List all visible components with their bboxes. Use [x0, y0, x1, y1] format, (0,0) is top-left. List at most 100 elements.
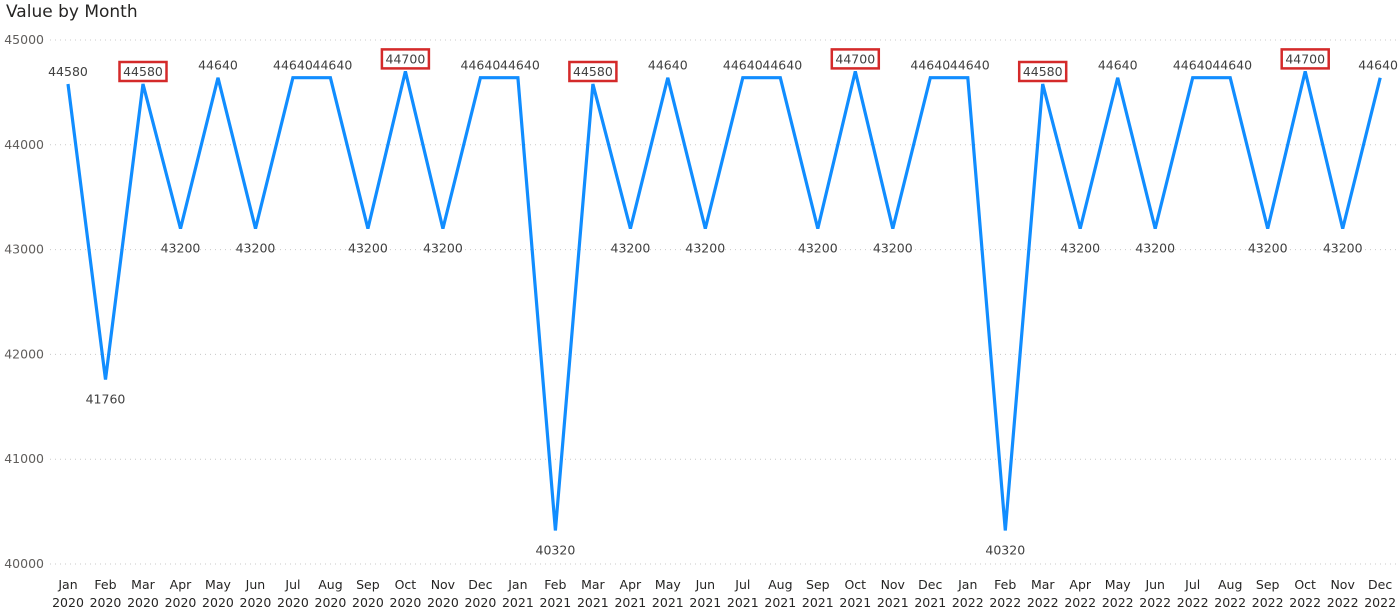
highlight-boxes: [118, 48, 1330, 83]
x-tick-month: Jun: [245, 577, 266, 592]
x-tick-month: Apr: [1069, 577, 1091, 592]
data-label: 44580: [48, 64, 88, 79]
x-tick-month: Jul: [1184, 577, 1200, 592]
x-tick-year: 2020: [352, 595, 384, 610]
x-tick-month: Oct: [1294, 577, 1316, 592]
data-label: 43200: [1323, 241, 1363, 256]
highlight-box: [830, 48, 881, 70]
x-tick-month: Jan: [57, 577, 77, 592]
x-tick-month: Mar: [1031, 577, 1055, 592]
x-tick-month: Feb: [994, 577, 1016, 592]
data-label: 43200: [1060, 241, 1100, 256]
x-tick-year: 2020: [90, 595, 122, 610]
x-tick-year: 2022: [1252, 595, 1284, 610]
data-label: 43200: [236, 241, 276, 256]
x-tick-month: Dec: [468, 577, 492, 592]
x-tick-month: Feb: [94, 577, 116, 592]
x-tick-year: 2020: [390, 595, 422, 610]
data-label: 43200: [611, 241, 651, 256]
data-label: 40320: [985, 543, 1025, 558]
x-tick-month: Sep: [356, 577, 380, 592]
x-tick-month: Aug: [1218, 577, 1242, 592]
data-label: 43200: [685, 241, 725, 256]
x-tick-month: May: [1105, 577, 1131, 592]
x-tick-month: Feb: [544, 577, 566, 592]
x-tick-month: May: [205, 577, 231, 592]
x-tick-year: 2022: [1102, 595, 1134, 610]
x-tick-month: Nov: [1330, 577, 1355, 592]
x-tick-year: 2021: [877, 595, 909, 610]
x-tick-month: Oct: [395, 577, 417, 592]
x-tick-month: May: [655, 577, 681, 592]
x-tick-year: 2022: [1289, 595, 1321, 610]
x-axis: Jan 2020 Feb 2020 Mar 2020 Apr 2020 May 2020 Jun 20…: [52, 577, 1396, 610]
x-tick-month: Jul: [284, 577, 300, 592]
x-tick-year: 2020: [427, 595, 459, 610]
data-label: 44640: [1212, 58, 1252, 73]
highlight-box: [568, 60, 618, 83]
highlight-box: [1017, 60, 1068, 83]
x-tick-year: 2020: [202, 595, 234, 610]
x-tick-year: 2020: [240, 595, 272, 610]
x-tick-month: Sep: [1256, 577, 1280, 592]
data-label: 44640: [950, 58, 990, 73]
x-tick-month: Dec: [1368, 577, 1392, 592]
data-label: 44640: [648, 58, 688, 73]
gridlines: [50, 39, 1398, 565]
x-tick-month: Nov: [431, 577, 456, 592]
x-tick-month: Apr: [170, 577, 192, 592]
x-tick-month: Apr: [620, 577, 642, 592]
data-label: 43200: [348, 241, 388, 256]
x-tick-year: 2020: [165, 595, 197, 610]
x-tick-year: 2021: [614, 595, 646, 610]
data-label: 43200: [873, 241, 913, 256]
x-tick-year: 2021: [539, 595, 571, 610]
data-label: 44640: [198, 58, 238, 73]
highlight-box: [118, 60, 168, 83]
y-tick-label: 41000: [4, 451, 44, 466]
x-tick-year: 2021: [502, 595, 534, 610]
x-tick-year: 2021: [914, 595, 946, 610]
x-tick-month: Sep: [806, 577, 830, 592]
x-tick-year: 2020: [277, 595, 309, 610]
x-tick-month: Jul: [734, 577, 750, 592]
data-label: 44700: [386, 51, 426, 66]
series-line-group: [66, 71, 1382, 531]
x-tick-year: 2022: [1177, 595, 1209, 610]
y-tick-label: 43000: [4, 242, 44, 257]
x-tick-month: Jun: [1144, 577, 1165, 592]
x-tick-year: 2022: [1064, 595, 1096, 610]
x-tick-year: 2022: [1214, 595, 1246, 610]
x-tick-month: Aug: [768, 577, 792, 592]
x-tick-month: Mar: [131, 577, 155, 592]
x-tick-year: 2021: [727, 595, 759, 610]
x-tick-month: Mar: [581, 577, 605, 592]
y-axis: 40000 41000 42000 43000 44000 45000: [4, 32, 44, 571]
x-tick-year: 2021: [802, 595, 834, 610]
data-label: 44700: [835, 51, 875, 66]
highlight-box: [1280, 48, 1330, 70]
x-tick-year: 2022: [989, 595, 1021, 610]
y-tick-label: 44000: [4, 137, 44, 152]
y-tick-label: 42000: [4, 346, 44, 361]
data-label: 43200: [1248, 241, 1288, 256]
x-tick-year: 2022: [1139, 595, 1171, 610]
data-label: 43200: [161, 241, 201, 256]
x-tick-month: Jun: [695, 577, 716, 592]
data-label: 44580: [1023, 64, 1063, 79]
x-tick-year: 2020: [464, 595, 496, 610]
chart-title: Value by Month: [6, 2, 138, 22]
data-label: 44640: [273, 58, 313, 73]
data-label: 44640: [313, 58, 353, 73]
x-tick-year: 2020: [52, 595, 84, 610]
highlight-box: [380, 48, 431, 70]
x-tick-month: Oct: [844, 577, 866, 592]
data-label: 44640: [1358, 58, 1398, 73]
y-tick-label: 40000: [4, 556, 44, 571]
data-label: 43200: [1135, 241, 1175, 256]
x-tick-month: Aug: [318, 577, 342, 592]
x-tick-month: Nov: [881, 577, 906, 592]
x-tick-year: 2021: [839, 595, 871, 610]
data-label: 44640: [500, 58, 540, 73]
x-tick-year: 2021: [652, 595, 684, 610]
